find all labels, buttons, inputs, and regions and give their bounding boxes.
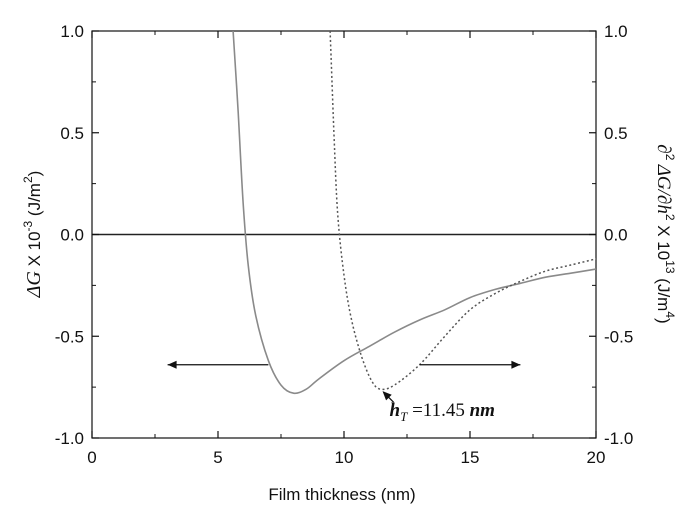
arrow-head-left: [167, 360, 177, 369]
series-second-derivative-dotted: [329, 30, 597, 391]
y-left-exp1: -3: [21, 220, 35, 231]
annotation-subscript: T: [400, 409, 408, 424]
x-tick-label: 5: [213, 448, 222, 467]
y-axis-label-left: ΔG X 10-3 (J/m2): [21, 171, 45, 299]
y-left-tick-label: 0.5: [60, 124, 84, 143]
y-right-s3: 13: [663, 260, 677, 274]
y-left-tick-label: -0.5: [55, 327, 84, 346]
y-right-tick-label: 0.5: [604, 124, 628, 143]
x-tick-label: 0: [87, 448, 96, 467]
arrow-head-right: [511, 360, 521, 369]
y-left-tick-label: 0.0: [60, 226, 84, 245]
tick-marks: [91, 30, 597, 439]
series-delta-g-solid: [232, 30, 597, 395]
annotation-unit: nm: [470, 400, 495, 421]
y-right-s1: 2: [663, 154, 677, 161]
y-left-close: ): [25, 171, 44, 177]
y-right-s2: 2: [663, 214, 677, 221]
y-right-tick-label: 0.0: [604, 226, 628, 245]
y-right-mid: X 10: [654, 221, 673, 261]
arrows: [167, 360, 521, 403]
y-left-delta: ΔG: [23, 271, 45, 299]
y-left-main: X 10: [25, 231, 44, 271]
y-right-dg: ΔG/∂h: [653, 160, 674, 213]
x-tick-label: 10: [335, 448, 354, 467]
tick-labels: 0 5 10 15 20-1.0-0.50.00.51.0-1.0-0.50.00.51…: [55, 22, 634, 467]
y-left-tick-label: -1.0: [55, 429, 84, 448]
y-left-tick-label: 1.0: [60, 22, 84, 41]
y-right-tick-label: 1.0: [604, 22, 628, 41]
x-axis-label: Film thickness (nm): [268, 485, 415, 504]
x-tick-label: 20: [587, 448, 606, 467]
annotation-label: hT =11.45 nm: [390, 400, 495, 424]
y-left-unit: (J/m: [25, 183, 44, 221]
y-right-tick-label: -0.5: [604, 327, 633, 346]
y-right-d1: ∂: [653, 144, 674, 153]
annotation-pointer-head: [382, 391, 392, 401]
annotation-h: h: [390, 400, 401, 421]
y-right-s4: 4: [663, 311, 677, 318]
x-tick-label: 15: [461, 448, 480, 467]
annotation-value: =11.45: [407, 400, 469, 421]
y-right-tick-label: -1.0: [604, 429, 633, 448]
y-axis-label-right: ∂2 ΔG/∂h2 X 1013 (J/m4): [653, 144, 677, 323]
y-right-close: ): [654, 318, 673, 324]
y-right-unit: (J/m: [654, 274, 673, 312]
y-left-exp2: 2: [21, 176, 35, 183]
